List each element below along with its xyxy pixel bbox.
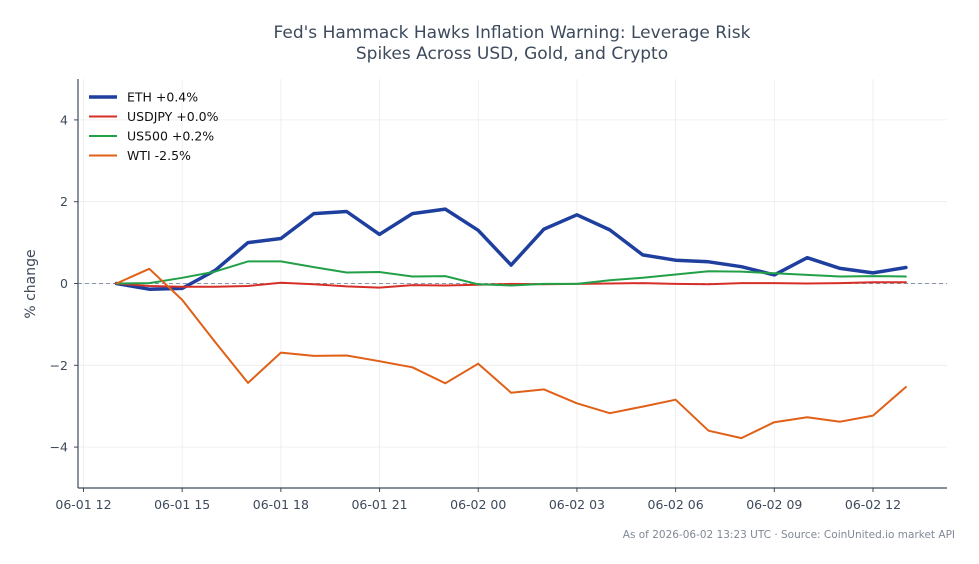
x-axis-ticks: 06-01 12 06-01 15 06-01 18 06-01 21 06-02 00… xyxy=(55,488,901,512)
source-note: As of 2026-06-02 13:23 UTC · Source: Coi… xyxy=(623,529,955,541)
series-line-1 xyxy=(115,281,907,289)
y-tick-label-4: 4 xyxy=(60,112,68,127)
x-tick-label-6: 06-02 06 xyxy=(648,497,704,512)
y-axis-label: % change xyxy=(23,249,39,318)
y-tick-label-2: 0 xyxy=(60,276,68,291)
x-tick-label-0: 06-01 12 xyxy=(55,497,111,512)
x-tick-label-3: 06-01 21 xyxy=(351,497,407,512)
x-tick-label-1: 06-01 15 xyxy=(154,497,210,512)
x-tick-label-5: 06-02 03 xyxy=(549,497,605,512)
y-tick-label-0: −4 xyxy=(50,440,68,455)
legend-label-2: US500 +0.2% xyxy=(127,129,214,144)
chart-title-line-2: Spikes Across USD, Gold, and Crypto xyxy=(356,44,668,64)
series-lines xyxy=(114,207,908,440)
x-tick-label-7: 06-02 09 xyxy=(746,497,802,512)
series-line-3 xyxy=(115,267,907,440)
x-tick-label-2: 06-01 18 xyxy=(253,497,309,512)
x-tick-label-4: 06-02 00 xyxy=(450,497,506,512)
series-line-0 xyxy=(114,207,908,291)
y-tick-label-1: −2 xyxy=(50,358,68,373)
legend-label-3: WTI -2.5% xyxy=(127,148,191,163)
x-tick-label-8: 06-02 12 xyxy=(845,497,901,512)
y-tick-label-3: 2 xyxy=(60,194,68,209)
legend-label-1: USDJPY +0.0% xyxy=(127,109,219,124)
chart-title: Fed's Hammack Hawks Inflation Warning: L… xyxy=(274,23,751,64)
legend: ETH +0.4% USDJPY +0.0% US500 +0.2% WTI -2.5… xyxy=(89,90,219,163)
legend-label-0: ETH +0.4% xyxy=(127,90,198,105)
chart-title-line-1: Fed's Hammack Hawks Inflation Warning: L… xyxy=(274,23,751,43)
y-axis-ticks: −4 −2 0 2 4 xyxy=(50,112,78,455)
series-line-2 xyxy=(115,260,907,287)
